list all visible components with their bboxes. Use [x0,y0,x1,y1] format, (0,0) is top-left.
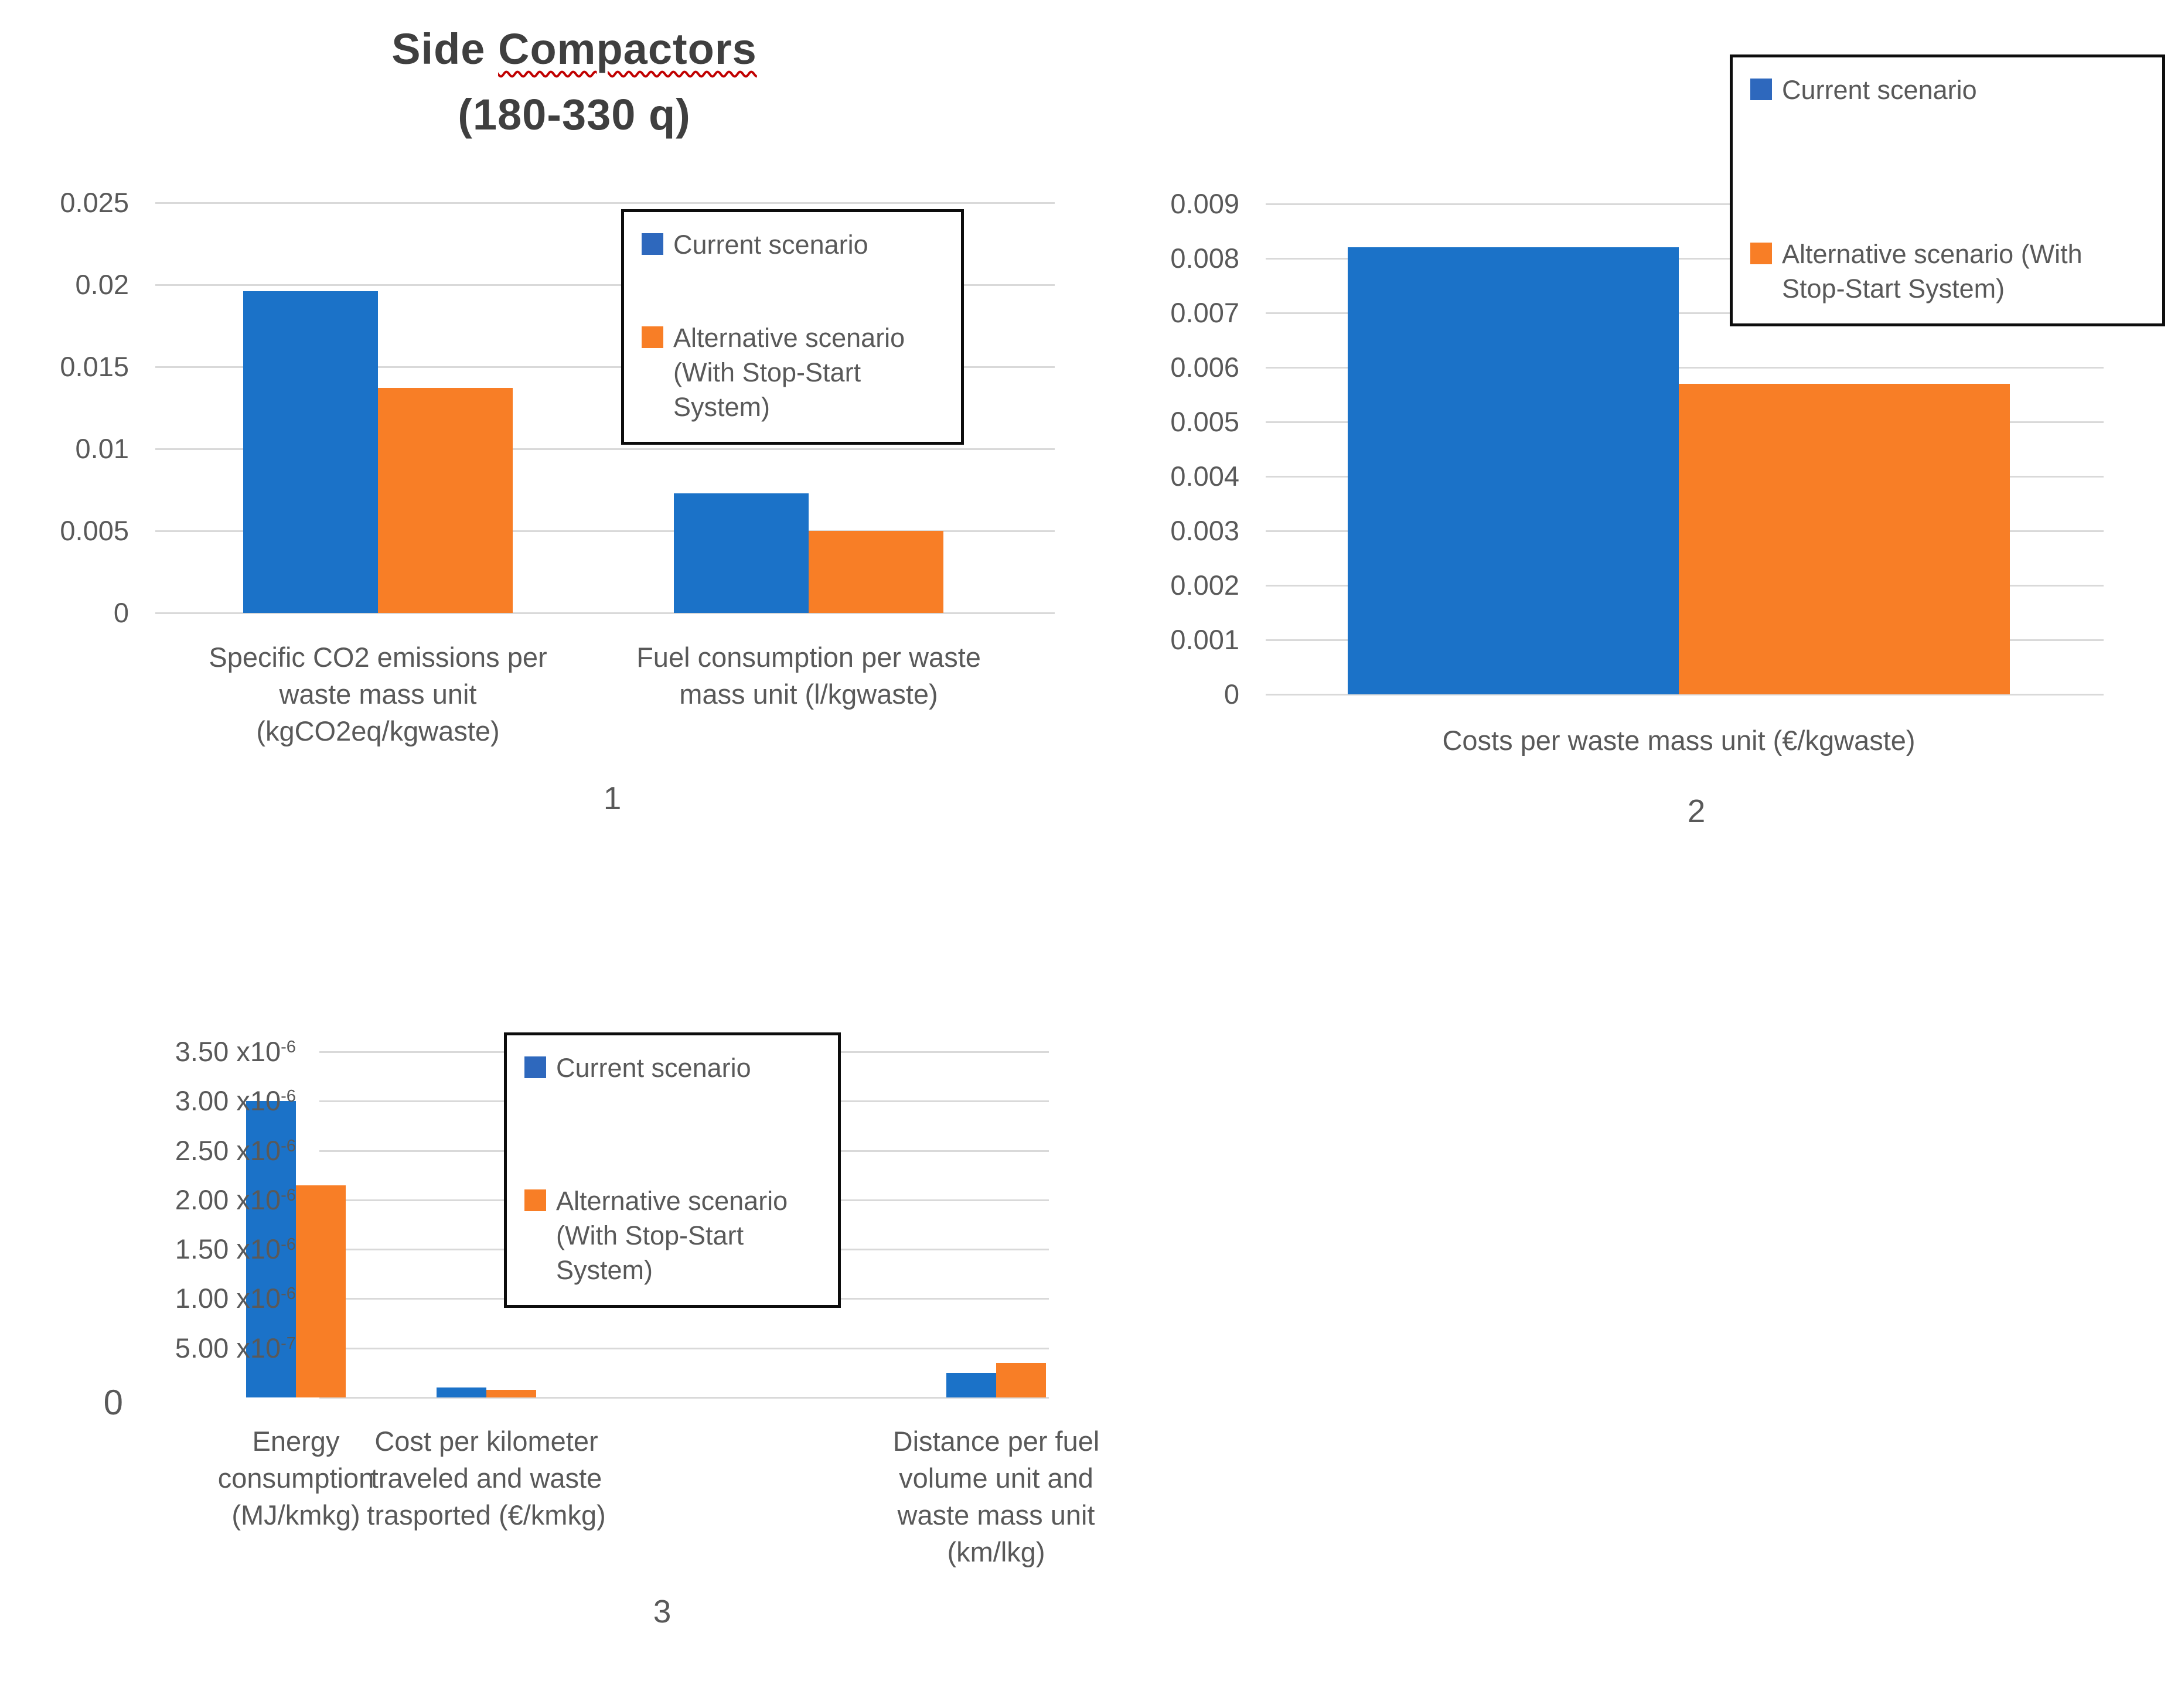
category-label: Specific CO2 emissions per waste mass uni… [209,642,547,746]
gridline [155,284,1055,286]
gridline [155,530,1055,532]
chart1-title-line2: (180-330 q) [458,90,691,139]
legend-item-current: Current scenario [524,1051,824,1085]
current-scenario-swatch-icon [642,233,663,255]
gridline [319,1348,1049,1349]
y-tick-label: 0 [103,1383,123,1422]
alternative-scenario-swatch-icon [642,326,663,348]
legend-item-current: Current scenario [1750,73,2148,107]
y-tick-label: 0.015 [60,351,129,382]
bar-alternative-scenario [378,388,513,613]
y-tick-label: 0.004 [1170,461,1239,492]
title-word-compactors: Compactors [498,25,757,73]
y-tick-label: 0 [113,597,129,628]
legend-item-alternative: Alternative scenario (With Stop-Start Sy… [1750,237,2148,306]
y-tick-label: 0 [1223,679,1239,710]
y-tick-label: 0.003 [1170,515,1239,546]
gridline [155,612,1055,614]
y-tick-label: 0.005 [60,515,129,546]
alternative-scenario-swatch-icon [524,1189,546,1211]
y-tick-label: 0.02 [75,269,129,300]
y-tick-label: 0.005 [1170,406,1239,437]
gridline [155,202,1055,204]
y-tick-label: 5.00 x10-7 [175,1332,296,1363]
gridline [155,448,1055,450]
legend-label-current: Current scenario [556,1053,751,1083]
category-label: Costs per waste mass unit (€/kgwaste) [1442,725,1916,756]
bar-current-scenario [1348,247,1679,694]
category-label: Fuel consumption per waste mass unit (l/k… [636,642,981,710]
chart3-legend: Current scenario Alternative scenario (W… [504,1032,841,1308]
current-scenario-swatch-icon [524,1056,546,1078]
legend-item-alternative: Alternative scenario (With Stop-Start Sy… [524,1184,824,1287]
gridline [319,1397,1049,1399]
chart2-number: 2 [1687,793,1706,829]
current-scenario-swatch-icon [1750,79,1772,100]
bar-current-scenario [437,1387,486,1397]
bar-alternative-scenario [996,1363,1046,1397]
legend-item-alternative: Alternative scenario (With Stop-Start Sy… [642,321,947,424]
bar-current-scenario [946,1373,996,1397]
legend-label-alternative: Alternative scenario (With Stop-Start Sy… [556,1186,788,1285]
bar-alternative-scenario [809,531,943,613]
gridline [1266,312,2104,314]
gridline [1266,203,2104,205]
y-tick-label: 2.00 x10-6 [175,1184,296,1215]
y-tick-label: 0.002 [1170,570,1239,601]
gridline [1266,367,2104,369]
legend-item-current: Current scenario [642,227,947,262]
bar-alternative-scenario [1679,384,2010,694]
category-label: Distance per fuel volume unit and waste ma… [892,1426,1100,1567]
y-tick-label: 3.00 x10-6 [175,1085,296,1116]
y-tick-label: 1.00 x10-6 [175,1283,296,1314]
gridline [155,366,1055,368]
y-tick-label: 0.001 [1170,624,1239,655]
bar-current-scenario [243,291,378,613]
y-tick-label: 0.025 [60,187,129,218]
gridline [1266,694,2104,696]
bar-current-scenario [246,1101,296,1397]
y-tick-label: 3.50 x10-6 [175,1036,296,1067]
y-tick-label: 2.50 x10-6 [175,1135,296,1166]
chart1-title: Side Compactors (180-330 q) [164,16,984,148]
chart1-title-line1: Side Compactors [164,16,984,82]
category-label: Energy consumption (MJ/kmkg) [217,1426,374,1530]
gridline [1266,258,2104,260]
y-tick-label: 1.50 x10-6 [175,1233,296,1264]
chart2-legend: Current scenario Alternative scenario (W… [1730,54,2165,326]
title-word-side: Side [391,25,486,73]
legend-label-current: Current scenario [673,230,868,260]
y-tick-label: 0.01 [75,433,129,464]
y-tick-label: 0.006 [1170,352,1239,383]
bar-alternative-scenario [296,1185,346,1397]
y-tick-label: 0.008 [1170,243,1239,274]
chart1-number: 1 [603,780,622,816]
y-tick-label: 0.009 [1170,188,1239,219]
legend-label-alternative: Alternative scenario (With Stop-Start Sy… [1782,239,2083,304]
bar-current-scenario [674,493,809,613]
category-label: Cost per kilometer traveled and waste tras… [367,1426,606,1530]
bar-alternative-scenario [486,1390,536,1397]
chart1-legend: Current scenario Alternative scenario (W… [621,209,964,445]
legend-label-current: Current scenario [1782,75,1977,105]
legend-label-alternative: Alternative scenario (With Stop-Start Sy… [673,323,905,422]
y-tick-label: 0.007 [1170,297,1239,328]
chart3-number: 3 [653,1593,672,1629]
alternative-scenario-swatch-icon [1750,243,1772,264]
